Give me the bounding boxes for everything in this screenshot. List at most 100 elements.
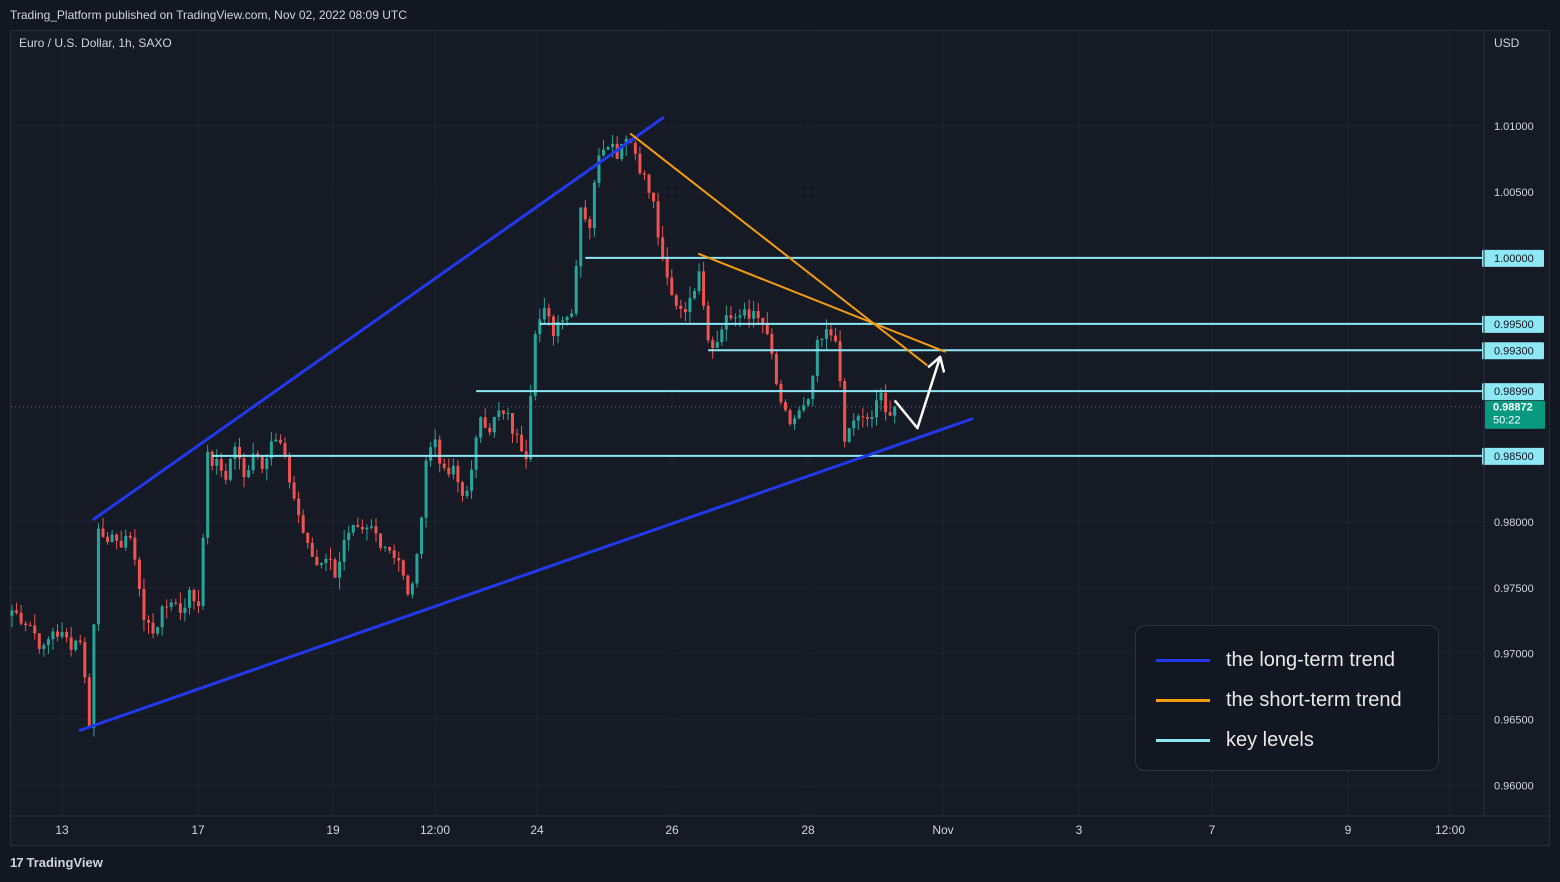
candle-body bbox=[83, 642, 87, 678]
candle-body bbox=[729, 315, 733, 318]
candle-body bbox=[579, 207, 583, 267]
candle-body bbox=[442, 463, 446, 468]
candle-body bbox=[110, 534, 114, 543]
key-level-label: 1.00000 bbox=[1494, 253, 1534, 265]
legend-label: the long-term trend bbox=[1226, 648, 1395, 671]
candle-body bbox=[888, 412, 892, 416]
candle-body bbox=[574, 266, 578, 314]
candle-body bbox=[374, 526, 378, 534]
legend-swatch bbox=[1156, 738, 1210, 742]
long-term-trend-line bbox=[92, 116, 665, 521]
candle-body bbox=[884, 392, 888, 413]
candle-body bbox=[301, 515, 305, 533]
candle-body bbox=[19, 612, 23, 624]
candle-body bbox=[215, 458, 219, 466]
candle-body bbox=[570, 313, 574, 317]
tradingview-brand[interactable]: 17 TradingView bbox=[10, 855, 103, 870]
candle-body bbox=[670, 277, 674, 296]
candle-body bbox=[511, 413, 514, 434]
candle-body bbox=[106, 536, 110, 543]
candle-body bbox=[606, 147, 610, 150]
candle-body bbox=[715, 342, 719, 348]
candle-body bbox=[847, 428, 851, 442]
candle-body bbox=[383, 547, 387, 549]
y-tick-label: 1.00500 bbox=[1494, 187, 1534, 199]
candle-body bbox=[415, 554, 419, 584]
key-level-badge bbox=[1482, 315, 1544, 333]
candle-body bbox=[824, 329, 828, 339]
candle-body bbox=[688, 298, 692, 313]
candle-body bbox=[265, 458, 269, 469]
x-tick-label: 7 bbox=[1209, 823, 1216, 837]
candle-body bbox=[420, 517, 423, 555]
candle-body bbox=[547, 308, 551, 317]
key-level-badge bbox=[1482, 342, 1544, 360]
candle-body bbox=[556, 322, 560, 337]
brand-text: TradingView bbox=[26, 855, 103, 870]
candle-body bbox=[474, 437, 478, 470]
candle-body bbox=[360, 526, 364, 530]
candle-body bbox=[401, 560, 405, 576]
x-tick-label: 28 bbox=[801, 823, 815, 837]
candle-body bbox=[470, 469, 474, 491]
candle-body bbox=[274, 439, 278, 442]
candle-body bbox=[60, 632, 64, 637]
candle-body bbox=[388, 547, 392, 551]
candle-body bbox=[438, 439, 442, 464]
y-tick-label: 0.96500 bbox=[1494, 715, 1534, 727]
candle-body bbox=[142, 589, 146, 620]
candle-body bbox=[460, 482, 464, 496]
candle-body bbox=[65, 632, 69, 638]
candle-body bbox=[78, 640, 82, 643]
candles bbox=[10, 134, 897, 737]
candle-body bbox=[756, 310, 760, 319]
candle-body bbox=[875, 400, 878, 418]
tradingview-logo-icon: 17 bbox=[10, 855, 24, 870]
candle-body bbox=[288, 455, 292, 483]
candle-body bbox=[124, 535, 128, 548]
key-level-badge bbox=[1482, 249, 1544, 267]
candle-body bbox=[329, 558, 332, 560]
candle-body bbox=[679, 305, 683, 309]
candle-body bbox=[15, 610, 19, 613]
candle-body bbox=[42, 645, 46, 649]
candle-body bbox=[865, 417, 869, 419]
candle-body bbox=[642, 173, 646, 175]
y-tick-label: 1.01000 bbox=[1494, 121, 1534, 133]
candle-body bbox=[506, 413, 510, 415]
legend-label: the short-term trend bbox=[1226, 688, 1402, 711]
candle-body bbox=[69, 637, 73, 650]
candle-body bbox=[87, 677, 91, 728]
key-level-label: 0.98500 bbox=[1494, 451, 1534, 463]
candle-body bbox=[315, 556, 319, 565]
candle-body bbox=[242, 458, 246, 478]
trend-lines bbox=[78, 116, 974, 732]
x-tick-label: 12:00 bbox=[420, 823, 450, 837]
candle-body bbox=[879, 392, 883, 401]
key-level-badge bbox=[1482, 447, 1544, 465]
publisher-line: Trading_Platform published on TradingVie… bbox=[10, 8, 407, 22]
key-level-badge bbox=[1482, 383, 1544, 401]
projection-arrow-head bbox=[927, 355, 946, 373]
candle-body bbox=[611, 143, 615, 148]
candle-body bbox=[592, 182, 596, 229]
candle-body bbox=[429, 447, 433, 461]
candle-body bbox=[492, 416, 496, 433]
candle-body bbox=[638, 153, 642, 174]
candle-body bbox=[774, 354, 778, 384]
candle-body bbox=[24, 623, 28, 626]
last-price-badge bbox=[1485, 400, 1545, 429]
y-tick-label: 0.97000 bbox=[1494, 649, 1534, 661]
candle-body bbox=[206, 451, 210, 538]
candle-body bbox=[479, 417, 483, 438]
candle-body bbox=[820, 338, 824, 340]
candle-body bbox=[233, 446, 237, 459]
candle-body bbox=[770, 333, 774, 355]
candle-body bbox=[324, 558, 328, 564]
candle-body bbox=[238, 446, 241, 459]
candle-body bbox=[269, 441, 273, 459]
candle-body bbox=[260, 456, 264, 469]
last-price-countdown: 50:22 bbox=[1493, 415, 1521, 427]
candle-body bbox=[160, 606, 164, 628]
candle-body bbox=[852, 420, 856, 429]
